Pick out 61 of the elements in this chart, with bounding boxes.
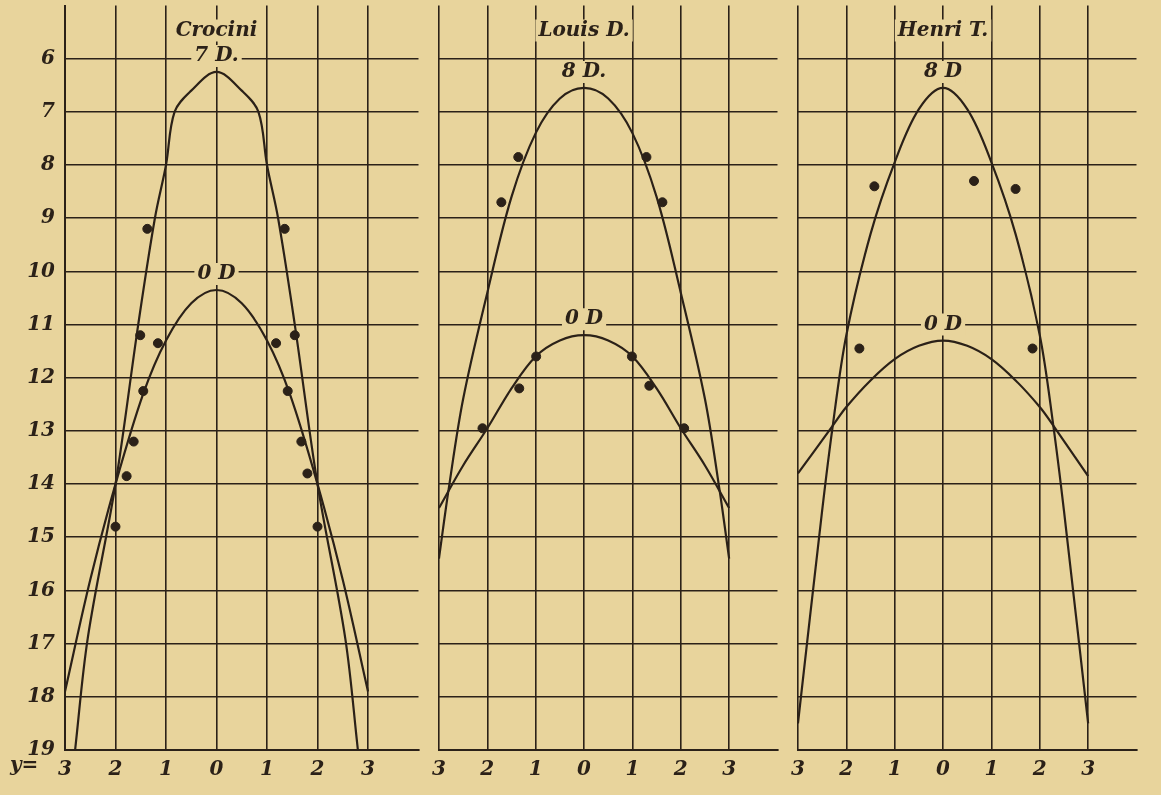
series-label: 0 D xyxy=(923,310,963,335)
point xyxy=(110,521,121,532)
text: Henri T. xyxy=(896,16,989,41)
point xyxy=(1010,183,1021,194)
x-tick-label: 3 xyxy=(361,756,376,781)
x-tick-label: 1 xyxy=(159,756,173,781)
text: Louis D. xyxy=(537,16,630,41)
x-tick-label: 0 xyxy=(936,756,951,781)
x-tick-label: 0 xyxy=(209,756,224,781)
point xyxy=(312,521,323,532)
y-tick-label: 14 xyxy=(27,470,55,495)
x-tick-label: 2 xyxy=(672,756,688,781)
y-tick-label: 12 xyxy=(27,363,56,388)
point xyxy=(271,338,282,349)
y-tick-label: 17 xyxy=(27,629,56,654)
y-tick-label: 13 xyxy=(27,417,56,442)
x-tick-label: 1 xyxy=(625,756,640,781)
x-tick-label: 3 xyxy=(722,756,737,781)
x-tick-label: 2 xyxy=(107,756,123,781)
point xyxy=(279,223,290,234)
y-tick-label: 10 xyxy=(27,257,56,282)
y-tick-label: 16 xyxy=(27,576,56,601)
x-tick-label: 3 xyxy=(58,756,73,781)
x-tick-label: 3 xyxy=(1081,756,1096,781)
y-tick-label: 6 xyxy=(41,44,56,69)
x-tick-label: 1 xyxy=(260,756,274,781)
point xyxy=(1027,343,1038,354)
x-tick-label: 2 xyxy=(479,756,495,781)
point xyxy=(128,436,139,447)
x-tick-label: 1 xyxy=(528,756,543,781)
x-tick-label: 3 xyxy=(432,756,446,781)
y-tick-label: 18 xyxy=(27,683,56,708)
y-tick-label: 9 xyxy=(41,204,56,229)
series-label: 8 D xyxy=(922,58,963,83)
point xyxy=(854,343,865,354)
y-tick-label: 8 xyxy=(40,151,56,176)
x-tick-label: 0 xyxy=(577,756,592,781)
x-tick-label: 1 xyxy=(984,756,999,781)
point xyxy=(152,338,163,349)
series-label: 8 D. xyxy=(560,58,607,83)
series-label: 7 D. xyxy=(194,42,239,67)
text: Crocini xyxy=(175,16,258,41)
series-label: 0 D xyxy=(197,260,237,285)
y-tick-label: 11 xyxy=(27,310,55,335)
point xyxy=(513,152,524,163)
x-tick-label: 2 xyxy=(309,756,325,781)
point xyxy=(142,223,153,234)
point xyxy=(496,197,507,208)
y-tick-label: 15 xyxy=(27,523,55,548)
point xyxy=(969,175,979,186)
x-tick-label: 2 xyxy=(838,756,854,781)
point xyxy=(644,380,655,391)
y-tick-label: 7 xyxy=(41,98,56,123)
point xyxy=(869,181,880,192)
point xyxy=(121,471,132,482)
point xyxy=(514,383,525,394)
series-label: 0 D xyxy=(564,305,604,330)
x-tick-label: 1 xyxy=(887,756,902,781)
point xyxy=(302,468,313,479)
x-tick-label: 3 xyxy=(791,756,805,781)
x-tick-label: 2 xyxy=(1031,756,1047,781)
